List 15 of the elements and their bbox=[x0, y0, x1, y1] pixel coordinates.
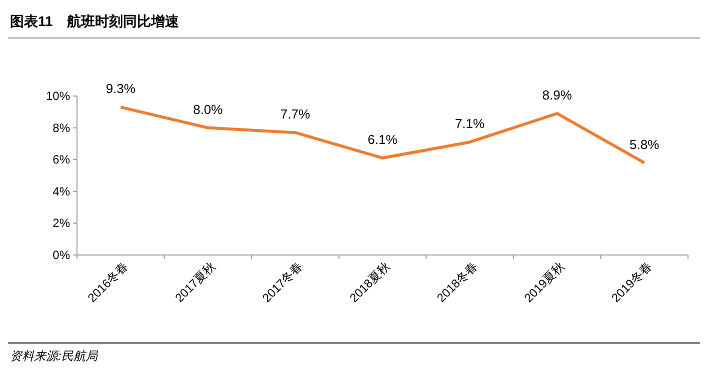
data-label: 6.1% bbox=[368, 132, 398, 148]
data-label: 9.3% bbox=[106, 81, 136, 96]
data-label: 8.0% bbox=[193, 102, 224, 117]
y-tick-label: 6% bbox=[52, 152, 70, 167]
data-label: 5.8% bbox=[630, 136, 660, 152]
y-tick-label: 0% bbox=[52, 248, 70, 262]
y-tick-label: 8% bbox=[52, 120, 70, 135]
data-label: 7.1% bbox=[454, 116, 486, 132]
chart-title: 图表11 航班时刻同比增速 bbox=[10, 13, 180, 29]
y-tick-label: 4% bbox=[52, 184, 70, 198]
y-tick-label: 2% bbox=[52, 216, 70, 230]
data-label: 7.7% bbox=[280, 106, 310, 122]
y-tick-label: 10% bbox=[46, 89, 70, 103]
text: 资料来源:民航局 bbox=[10, 349, 98, 363]
data-label: 8.9% bbox=[542, 87, 572, 102]
